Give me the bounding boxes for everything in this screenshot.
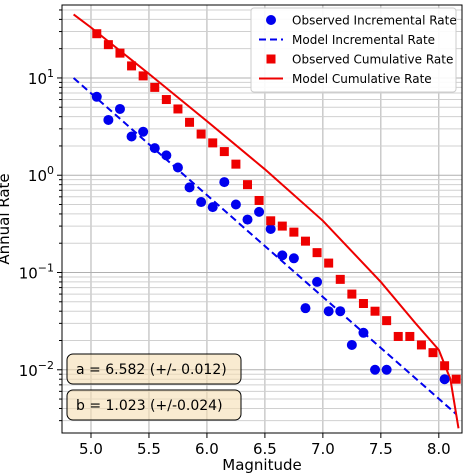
data-point-incremental xyxy=(161,150,172,161)
data-point-incremental xyxy=(114,103,125,114)
series-line-model-cumulative xyxy=(72,13,460,429)
data-point-incremental xyxy=(300,303,311,314)
data-point-incremental xyxy=(288,253,299,264)
data-point-incremental xyxy=(196,197,207,208)
data-point-cumulative xyxy=(127,61,137,71)
annotation-b-value: b = 1.023 (+/-0.024) xyxy=(76,398,223,414)
legend: Observed Incremental Rate Model Increment… xyxy=(250,7,457,93)
x-tick-label: 7.0 xyxy=(311,440,335,458)
x-axis-label: Magnitude xyxy=(222,456,301,474)
legend-label: Model Incremental Rate xyxy=(292,33,435,47)
data-point-cumulative xyxy=(335,274,345,284)
y-axis-label: Annual Rate xyxy=(0,173,13,264)
data-point-incremental xyxy=(323,306,334,317)
y-tick-label: 10−2 xyxy=(19,359,54,380)
data-point-cumulative xyxy=(324,258,334,268)
data-point-incremental xyxy=(277,250,288,261)
data-point-cumulative xyxy=(289,227,299,237)
data-point-incremental xyxy=(439,374,450,385)
annotation-box: a = 6.582 (+/- 0.012) b = 1.023 (+/-0.024… xyxy=(66,353,242,421)
annotation-box xyxy=(66,353,242,385)
data-point-incremental xyxy=(230,199,241,210)
data-point-incremental xyxy=(207,202,218,213)
data-point-cumulative xyxy=(185,117,195,127)
data-point-incremental xyxy=(126,131,137,142)
data-point-cumulative xyxy=(150,82,160,92)
data-point-cumulative xyxy=(266,216,276,226)
data-point-cumulative xyxy=(428,348,438,358)
data-point-cumulative xyxy=(115,48,125,58)
data-point-incremental xyxy=(358,327,369,338)
data-point-cumulative xyxy=(393,331,403,341)
data-point-cumulative xyxy=(254,195,264,205)
data-point-cumulative xyxy=(451,374,461,384)
x-tick-label: 5.0 xyxy=(79,440,103,458)
legend-label: Model Cumulative Rate xyxy=(292,72,432,86)
data-point-incremental xyxy=(91,91,102,102)
data-point-cumulative xyxy=(103,40,113,50)
data-point-cumulative xyxy=(370,306,380,316)
x-tick-label: 5.5 xyxy=(137,440,161,458)
x-axis: 5.0 5.5 6.0 6.5 7.0 7.5 8.0 xyxy=(79,433,451,458)
legend-box xyxy=(250,7,457,93)
data-point-cumulative xyxy=(231,159,241,169)
data-point-incremental xyxy=(381,364,392,375)
data-point-incremental xyxy=(242,214,253,225)
data-point-incremental xyxy=(172,162,183,173)
data-point-incremental xyxy=(103,114,114,125)
legend-marker-square xyxy=(266,54,276,64)
y-tick-label: 100 xyxy=(28,164,54,185)
data-point-cumulative xyxy=(219,147,229,157)
data-point-incremental xyxy=(346,339,357,350)
data-point-cumulative xyxy=(161,95,171,105)
data-point-cumulative xyxy=(208,138,218,148)
data-point-cumulative xyxy=(196,129,206,139)
y-axis: 101 100 10−1 10−2 xyxy=(19,9,62,422)
x-tick-label: 6.0 xyxy=(195,440,219,458)
data-point-cumulative xyxy=(243,180,253,190)
plot-area xyxy=(72,13,461,429)
data-point-incremental xyxy=(138,126,149,137)
data-point-cumulative xyxy=(312,248,322,258)
data-point-incremental xyxy=(370,364,381,375)
data-point-incremental xyxy=(335,306,346,317)
data-point-incremental xyxy=(219,177,230,188)
legend-label: Observed Incremental Rate xyxy=(292,14,457,28)
data-point-cumulative xyxy=(440,361,450,371)
data-point-cumulative xyxy=(382,316,392,326)
data-point-incremental xyxy=(265,224,276,235)
data-point-incremental xyxy=(184,182,195,193)
x-tick-label: 7.5 xyxy=(369,440,393,458)
x-tick-label: 8.0 xyxy=(427,440,451,458)
data-point-cumulative xyxy=(173,104,183,114)
annotation-box xyxy=(66,389,242,421)
data-point-cumulative xyxy=(92,29,102,39)
series-line-model-incremental xyxy=(72,77,457,415)
data-point-cumulative xyxy=(358,299,368,309)
annotation-a-value: a = 6.582 (+/- 0.012) xyxy=(76,362,227,378)
legend-marker-circle xyxy=(266,15,276,25)
y-tick-label: 10−1 xyxy=(19,262,54,283)
plot-frame xyxy=(61,4,463,434)
data-point-incremental xyxy=(254,206,265,217)
data-point-cumulative xyxy=(347,289,357,299)
data-point-incremental xyxy=(312,276,323,287)
data-point-cumulative xyxy=(405,331,415,341)
data-point-cumulative xyxy=(138,71,148,81)
data-point-incremental xyxy=(149,143,160,154)
data-point-cumulative xyxy=(300,236,310,246)
x-tick-label: 6.5 xyxy=(253,440,277,458)
data-point-cumulative xyxy=(277,221,287,231)
y-tick-label: 101 xyxy=(28,67,54,88)
data-point-cumulative xyxy=(416,340,426,350)
legend-label: Observed Cumulative Rate xyxy=(292,53,453,67)
